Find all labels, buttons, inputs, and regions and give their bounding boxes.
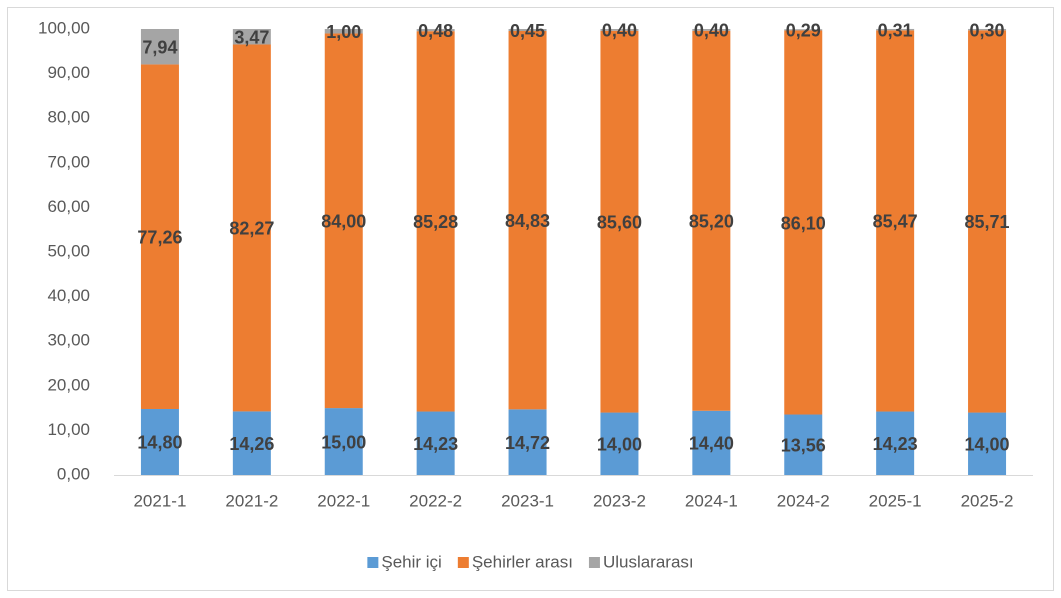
data-label: 0,40 (602, 21, 637, 41)
y-tick-label: 10,00 (47, 420, 90, 439)
data-label: 13,56 (781, 436, 826, 456)
data-label: 14,00 (597, 435, 642, 455)
data-label: 15,00 (321, 432, 366, 452)
x-tick-label: 2021-2 (225, 491, 278, 510)
x-tick-label: 2025-1 (869, 491, 922, 510)
bar-segment (140, 408, 179, 475)
data-label: 0,31 (878, 20, 913, 40)
x-tick-label: 2023-2 (593, 491, 646, 510)
bar-segment (324, 33, 363, 409)
bar-segment (508, 31, 547, 410)
data-label: 82,27 (229, 219, 274, 239)
bar-segment (968, 28, 1007, 31)
data-label: 86,10 (781, 213, 826, 233)
bar-segment (232, 29, 271, 45)
x-tick-label: 2025-2 (961, 491, 1014, 510)
bar-segment (232, 44, 271, 412)
bar-segment (508, 409, 547, 475)
data-label: 14,40 (689, 434, 734, 454)
x-tick-label: 2024-1 (685, 491, 738, 510)
legend-label: Şehirler arası (472, 552, 573, 571)
y-tick-label: 80,00 (47, 108, 90, 127)
legend-swatch (588, 557, 600, 568)
data-label: 14,23 (873, 434, 918, 454)
x-tick-label: 2021-1 (133, 491, 186, 510)
bar-segment (784, 30, 823, 415)
bar-segment (784, 29, 823, 31)
x-tick-label: 2022-2 (409, 491, 462, 510)
data-label: 14,26 (229, 434, 274, 454)
bar-segment (876, 28, 915, 31)
bar-segment (600, 30, 639, 413)
bar-segment (140, 64, 179, 409)
data-label: 0,45 (510, 21, 545, 41)
bar-segment (876, 411, 915, 475)
bar-segment (416, 31, 455, 412)
legend: Şehir içi Şehirler arası Uluslararası (367, 552, 694, 571)
data-label: 0,29 (786, 21, 821, 41)
bar-segment (692, 29, 731, 31)
bar-segment (140, 29, 179, 65)
legend-label: Uluslararası (603, 552, 694, 571)
data-label: 3,47 (234, 27, 269, 47)
bar-segment (508, 29, 547, 32)
bar-segment (232, 411, 271, 475)
data-label: 85,28 (413, 212, 458, 232)
legend-swatch (367, 557, 379, 568)
y-tick-label: 70,00 (47, 152, 90, 171)
bar-segment (968, 412, 1007, 475)
data-label: 84,83 (505, 211, 550, 231)
bar-segment (600, 29, 639, 31)
data-label: 0,40 (694, 21, 729, 41)
y-tick-label: 50,00 (47, 241, 90, 260)
data-label: 0,48 (418, 21, 453, 41)
x-tick-label: 2024-2 (777, 491, 830, 510)
data-label: 84,00 (321, 212, 366, 232)
data-label: 0,30 (970, 20, 1005, 40)
y-tick-label: 30,00 (47, 331, 90, 350)
bar-segment (968, 30, 1007, 413)
y-tick-label: 90,00 (47, 63, 90, 82)
y-tick-label: 100,00 (38, 18, 90, 37)
bar-segment (600, 412, 639, 475)
y-tick-label: 40,00 (47, 286, 90, 305)
y-tick-label: 60,00 (47, 197, 90, 216)
data-label: 14,72 (505, 433, 550, 453)
bar-segment (692, 30, 731, 411)
data-label: 1,00 (326, 22, 361, 42)
bar-segment (416, 411, 455, 475)
bar-segment (784, 414, 823, 475)
x-tick-label: 2023-1 (501, 491, 554, 510)
y-tick-label: 20,00 (47, 375, 90, 394)
data-label: 14,80 (137, 433, 182, 453)
bar-segment (692, 410, 731, 475)
bar-segment (416, 29, 455, 32)
data-label: 77,26 (137, 227, 182, 247)
data-label: 85,20 (689, 212, 734, 232)
data-label: 14,23 (413, 434, 458, 454)
data-label: 85,60 (597, 212, 642, 232)
bar-segment (876, 30, 915, 412)
y-tick-label: 0,00 (57, 464, 90, 483)
data-label: 85,71 (965, 212, 1010, 232)
data-label: 14,00 (965, 435, 1010, 455)
legend-swatch (457, 557, 469, 568)
bar-segment (324, 408, 363, 475)
bar-segment (324, 29, 363, 34)
x-tick-label: 2022-1 (317, 491, 370, 510)
legend-label: Şehir içi (381, 552, 441, 571)
data-label: 85,47 (873, 212, 918, 232)
data-label: 7,94 (142, 37, 177, 57)
